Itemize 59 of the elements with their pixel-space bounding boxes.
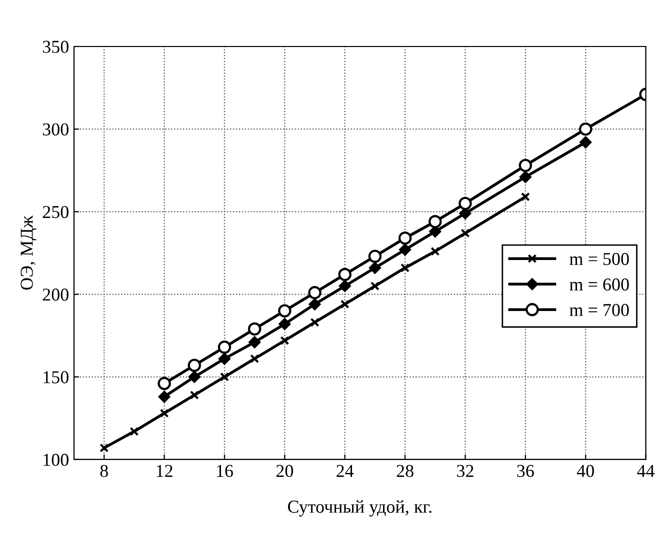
point <box>160 408 169 418</box>
point <box>250 354 260 364</box>
y-tick-label: 200 <box>42 288 68 301</box>
point <box>518 158 532 172</box>
point <box>458 196 472 210</box>
point <box>308 286 322 300</box>
y-tick-label: 250 <box>42 206 68 218</box>
point <box>580 136 592 148</box>
point <box>399 244 412 256</box>
x-tick-label: 28 <box>396 464 414 478</box>
legend-label: m = 500 <box>570 252 629 266</box>
x-tick-label: 40 <box>576 464 594 478</box>
x-tick-label: 44 <box>637 464 655 477</box>
point <box>248 322 262 336</box>
point <box>218 340 232 354</box>
point <box>579 122 592 136</box>
point <box>398 232 412 245</box>
point <box>519 171 532 183</box>
point <box>368 250 382 263</box>
point <box>340 300 350 309</box>
x-tick-label: 20 <box>276 464 294 478</box>
point <box>278 318 291 330</box>
x-tick-label: 24 <box>336 464 354 477</box>
point <box>218 352 230 365</box>
y-tick-label: 350 <box>42 40 68 53</box>
point <box>188 358 202 372</box>
y-tick-label: 100 <box>44 454 68 466</box>
point <box>338 268 352 282</box>
point <box>428 215 442 228</box>
point <box>158 376 171 390</box>
point <box>400 263 410 272</box>
legend-label: m = 700 <box>570 304 629 316</box>
y-tick-label: 300 <box>42 123 68 136</box>
point <box>280 336 290 346</box>
point <box>460 228 470 238</box>
point <box>190 390 199 400</box>
y-tick-label: 150 <box>44 371 68 384</box>
point <box>158 390 170 403</box>
point <box>100 443 109 452</box>
point <box>338 280 351 292</box>
point <box>278 304 292 318</box>
point <box>520 192 530 202</box>
y-axis-title: ОЭ, МДж <box>20 215 37 290</box>
point <box>248 336 261 348</box>
x-tick-label: 36 <box>517 464 534 478</box>
point <box>188 370 200 383</box>
x-axis-title: Суточный удой, кг. <box>288 500 432 517</box>
point <box>220 372 230 382</box>
point <box>369 262 381 274</box>
point <box>310 318 320 327</box>
point <box>370 282 380 291</box>
point <box>430 246 440 256</box>
x-tick-label: 8 <box>100 464 108 478</box>
x-tick-label: 12 <box>156 464 172 477</box>
x-tick-label: 32 <box>457 464 474 478</box>
point <box>130 426 139 436</box>
legend-label: m = 600 <box>570 278 629 291</box>
point <box>308 298 321 310</box>
x-tick-label: 16 <box>217 464 233 478</box>
